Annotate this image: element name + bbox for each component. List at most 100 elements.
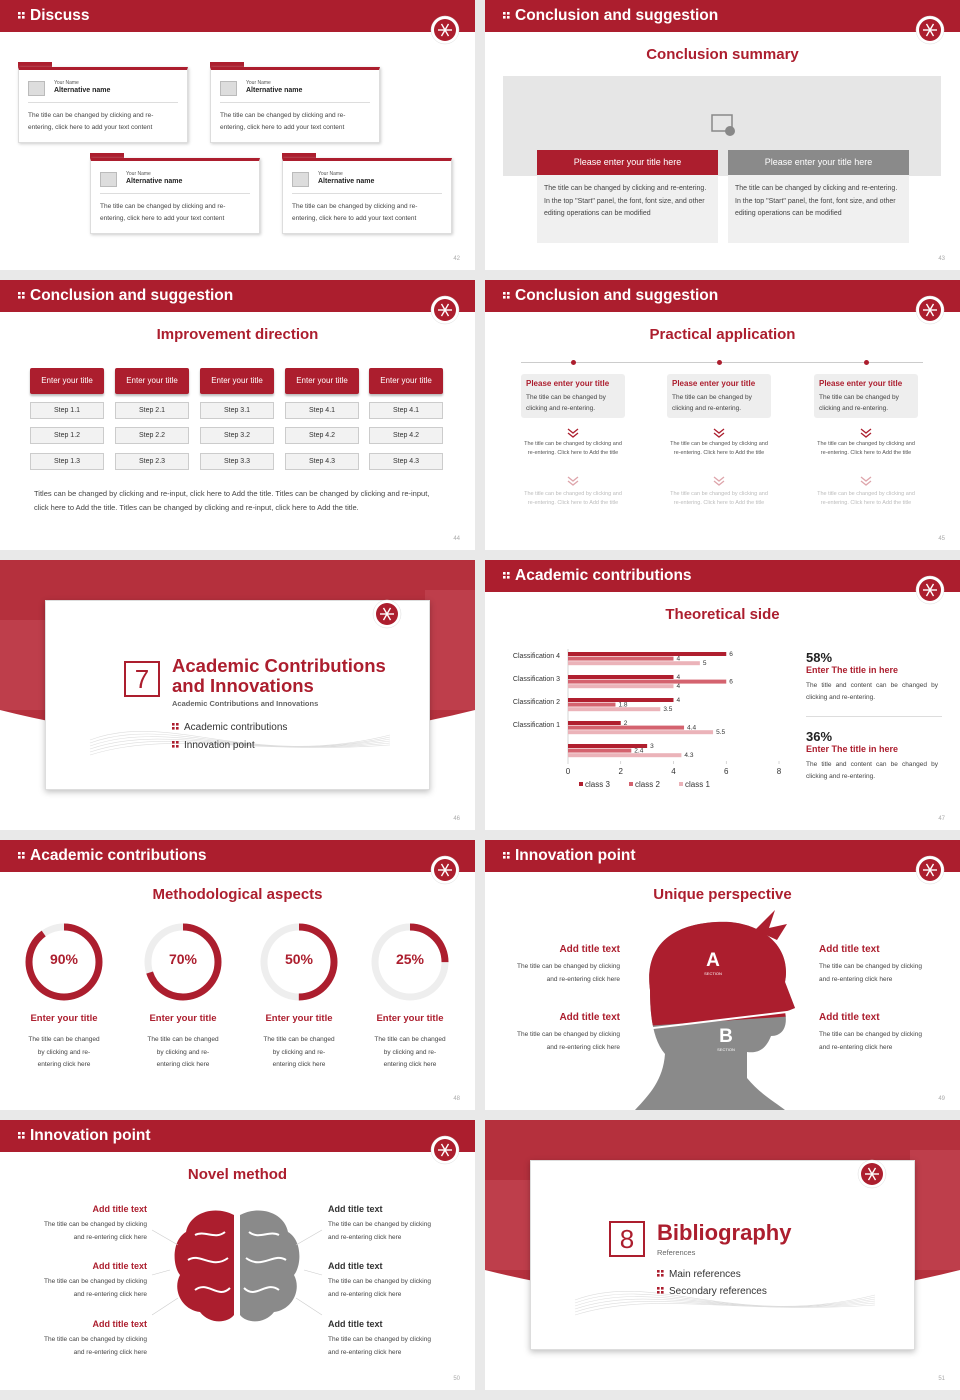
grip-dot bbox=[22, 1136, 25, 1139]
grip-dot bbox=[507, 852, 510, 855]
header-bar bbox=[485, 840, 960, 872]
connector bbox=[151, 1229, 179, 1246]
divider bbox=[806, 716, 942, 717]
avatar bbox=[292, 172, 309, 187]
slide: Innovation point Unique perspective A SECTI… bbox=[485, 840, 960, 1110]
ring-label: 25% bbox=[395, 951, 425, 967]
slide: Innovation point Novel method Add title te… bbox=[0, 1120, 475, 1390]
building bbox=[910, 1150, 960, 1270]
step: Step 4.3 bbox=[285, 453, 359, 470]
category-label: Classification 4 bbox=[513, 653, 560, 660]
category-label: Classification 3 bbox=[513, 676, 560, 683]
value-label: 4 bbox=[677, 697, 681, 704]
column-title: Enter your title bbox=[200, 368, 274, 394]
point-title: Add title text bbox=[819, 944, 880, 955]
logo-spoke bbox=[386, 613, 392, 621]
value-label: 4 bbox=[677, 656, 681, 663]
point-title: Add title text bbox=[819, 1012, 880, 1023]
wave bbox=[574, 1290, 876, 1307]
header-title: Conclusion and suggestion bbox=[515, 287, 719, 304]
stat-value: 36% bbox=[806, 729, 833, 744]
slide-title: Theoretical side bbox=[665, 606, 780, 623]
grip-dot bbox=[18, 292, 21, 295]
logo-spoke bbox=[871, 1173, 877, 1181]
bar bbox=[568, 707, 661, 712]
step: Step 4.1 bbox=[369, 402, 443, 419]
avatar bbox=[28, 81, 45, 96]
header-title: Conclusion and suggestion bbox=[30, 287, 234, 304]
graphic bbox=[430, 855, 460, 885]
logo-spoke bbox=[929, 303, 935, 311]
slide: Conclusion and suggestion Conclusion summ… bbox=[485, 0, 960, 270]
value-label: 4 bbox=[677, 674, 681, 681]
logo-spoke bbox=[440, 1149, 446, 1157]
graphic bbox=[915, 575, 945, 605]
graphic bbox=[657, 1270, 664, 1277]
graphic bbox=[574, 1290, 876, 1316]
graphic bbox=[371, 923, 449, 1001]
header-bar bbox=[485, 0, 960, 32]
x-tick-label: 2 bbox=[619, 767, 624, 776]
wave bbox=[89, 741, 391, 753]
graphic bbox=[25, 923, 103, 1001]
value-label: 2.4 bbox=[634, 748, 643, 755]
graphic bbox=[915, 15, 945, 45]
building bbox=[0, 620, 50, 710]
x-tick-label: 6 bbox=[724, 767, 729, 776]
brain-right bbox=[240, 1210, 300, 1322]
grip-dot bbox=[503, 852, 506, 855]
bar bbox=[568, 730, 714, 735]
logo-spoke bbox=[444, 309, 450, 317]
brain-fold bbox=[187, 1257, 229, 1264]
ring-title: Enter your title bbox=[265, 1013, 333, 1024]
connector bbox=[295, 1229, 323, 1246]
graphic bbox=[503, 12, 510, 19]
legend-label: class 1 bbox=[685, 780, 710, 789]
logo-spoke bbox=[440, 23, 446, 31]
graphic bbox=[151, 1210, 323, 1322]
value-label: 5.5 bbox=[716, 729, 725, 736]
grip-dot bbox=[503, 12, 506, 15]
value-label: 1.8 bbox=[618, 702, 627, 709]
page-number: 49 bbox=[938, 1096, 945, 1102]
logo-spoke bbox=[925, 29, 931, 37]
legend-swatch bbox=[679, 782, 683, 786]
point-text: The title can be changed by clicking and… bbox=[819, 1031, 922, 1051]
logo-spoke bbox=[925, 589, 931, 597]
graphic bbox=[503, 852, 510, 859]
graphic bbox=[18, 12, 25, 19]
graphic bbox=[860, 428, 872, 438]
bar bbox=[568, 721, 621, 725]
point-text: The title can be changed by clicking and… bbox=[328, 1336, 431, 1356]
graphic bbox=[430, 15, 460, 45]
head-label: A bbox=[706, 950, 720, 971]
section-item: Main references bbox=[669, 1269, 741, 1280]
column-title: Enter your title bbox=[285, 368, 359, 394]
image-plus bbox=[725, 126, 735, 136]
chevron bbox=[567, 476, 579, 486]
column-title: Enter your title bbox=[30, 368, 104, 394]
graphic bbox=[430, 295, 460, 325]
logo-spoke bbox=[440, 303, 446, 311]
graphic bbox=[503, 292, 510, 299]
bar bbox=[568, 702, 616, 707]
grip-dot bbox=[172, 745, 175, 748]
item-detail: The title can be changed by clicking and… bbox=[817, 491, 915, 506]
grip-dot bbox=[507, 292, 510, 295]
wave bbox=[574, 1296, 876, 1308]
step: Step 3.2 bbox=[200, 427, 274, 444]
graphic bbox=[915, 295, 945, 325]
graphic bbox=[860, 476, 872, 486]
section-item: Academic contributions bbox=[184, 722, 288, 733]
bar bbox=[568, 675, 674, 679]
page-number: 45 bbox=[938, 536, 945, 542]
x-tick-label: 0 bbox=[566, 767, 571, 776]
step: Step 4.1 bbox=[285, 402, 359, 419]
logo-spoke bbox=[925, 583, 931, 591]
grip-dot bbox=[176, 745, 179, 748]
ring-arc bbox=[260, 923, 338, 1001]
grip-dot bbox=[172, 741, 175, 744]
logo-spoke bbox=[444, 29, 450, 37]
graphic bbox=[172, 723, 179, 730]
